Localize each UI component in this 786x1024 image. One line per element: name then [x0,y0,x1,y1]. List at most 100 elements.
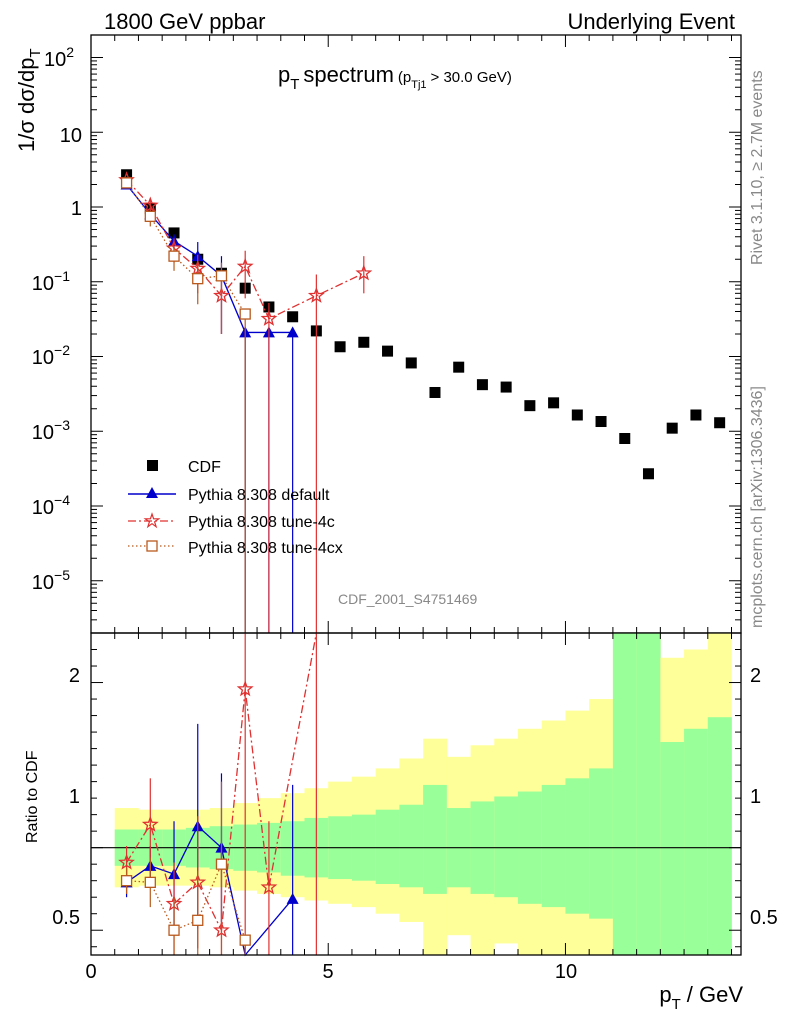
cdf-data-point [714,417,726,429]
rivet-version-label: Rivet 3.1.10, ≥ 2.7M events [749,70,766,265]
cdf-data-point [571,409,583,421]
cdf-data-point [168,227,180,239]
cdf-data-point [666,422,678,434]
ratio-band-inner-bin [684,728,709,955]
cdf-data-point [476,379,488,391]
ratio-band-inner-bin [494,796,519,898]
header-right: Underlying Event [567,9,735,34]
x-tick-label-10: 10 [555,961,577,983]
ratio-y-tick-label-right-2: 2 [750,665,761,687]
legend-entry-cdf: CDF [147,459,221,476]
data-point-tune4c [236,257,254,274]
legend-entry-tune4c: Pythia 8.308 tune-4c [128,512,335,531]
y-tick-label-1e1: 10 [60,125,82,147]
ratio-frame [90,632,742,956]
data-point-tune4cx [120,177,133,189]
cdf-data-point [334,341,346,353]
analysis-id-label: CDF_2001_S4751469 [338,591,478,607]
data-point-tune4c [355,264,373,281]
ratio-line-tune4cx [126,862,246,941]
plot-title: pT spectrum (pTj1 > 30.0 GeV) [278,62,512,93]
cdf-data-point [548,397,560,409]
ratio-band-inner-bin [589,768,614,919]
ratio-panel: 2 1 0.5 2 1 0.5 Ratio to CDF 0 5 10 pT / … [24,632,778,1013]
ratio-point-tune4c [118,853,135,870]
data-point-tune4c [141,196,159,213]
legend-entry-tune4cx: Pythia 8.308 tune-4cx [128,540,343,557]
main-y-tick-labels: 102 10 1 10−1 10−2 10−3 10−4 10−5 [32,44,82,594]
data-point-tune4cx [144,210,156,222]
data-point-tune4cx [215,270,228,282]
main-panel: 102 10 1 10−1 10−2 10−3 10−4 10−5 1/σ dσ… [14,34,742,634]
mcplots-label: mcplots.cern.ch [arXiv:1306.3436] [749,386,766,628]
ratio-point-tune4cx [239,934,251,946]
main-data-layer [118,169,726,633]
ratio-y-tick-label-right-0.5: 0.5 [750,907,778,929]
ratio-band-inner-bin [565,778,590,914]
ratio-band-inner-bin [375,809,400,884]
ratio-y-tick-label-1: 1 [69,786,80,808]
cdf-data-point [500,381,512,393]
cdf-data-point [429,386,441,398]
ratio-band-inner-bin [612,633,637,955]
ratio-band-inner-bin [636,633,661,955]
main-y-axis-label: 1/σ dσ/dpT [14,48,44,152]
ratio-band-inner-bin [707,717,732,955]
y-tick-label-1e0: 1 [71,198,82,220]
cdf-data-point [287,311,299,323]
data-point-tune4c [260,309,278,326]
header-left: 1800 GeV ppbar [104,9,265,34]
ratio-point-tune4cx [215,858,228,870]
legend-entry-default: Pythia 8.308 default [128,487,330,504]
ratio-y-axis-label: Ratio to CDF [24,750,41,843]
legend-marker-tune4cx [146,540,158,552]
x-axis-label: pT / GeV [659,982,743,1013]
ratio-point-tune4cx [120,875,133,887]
legend-marker-tune4c [143,512,161,529]
ratio-band-inner-bin [541,784,566,908]
y-tick-label-1e-5: 10−5 [32,567,70,594]
cdf-data-point [524,400,536,412]
ratio-y-tick-label-2: 2 [69,665,80,687]
ratio-data-layer [91,632,741,957]
cdf-data-point [405,357,417,369]
ratio-y-tick-label-0.5: 0.5 [52,907,80,929]
x-tick-label-5: 5 [322,961,333,983]
legend: CDF Pythia 8.308 default Pythia 8.308 tu… [128,459,343,557]
cdf-data-point [595,416,607,428]
data-point-tune4c [307,286,325,303]
data-point-tune4cx [239,308,251,320]
y-tick-label-1e-2: 10−2 [32,342,70,369]
x-tick-label-0: 0 [85,961,96,983]
ratio-point-tune4cx [168,924,180,936]
ratio-point-tune4c [260,878,278,895]
ratio-axis-ticks [90,632,741,955]
ratio-point-tune4c [141,815,159,832]
ratio-point-tune4cx [192,914,204,926]
ratio-point-tune4cx [144,876,156,888]
legend-label-cdf: CDF [188,459,221,476]
ratio-point-default [286,892,299,904]
cdf-data-point [642,468,654,480]
ratio-point-tune4c [236,680,254,697]
data-point-tune4cx [168,250,180,262]
cdf-data-point [382,345,394,357]
cdf-data-point [619,432,631,444]
legend-label-tune4cx: Pythia 8.308 tune-4cx [188,540,343,557]
legend-label-default: Pythia 8.308 default [188,487,330,504]
data-point-default [286,326,299,338]
legend-label-tune4c: Pythia 8.308 tune-4c [188,514,335,531]
ratio-y-tick-label-right-1: 1 [750,786,761,808]
ratio-band-inner-bin [399,804,424,888]
y-tick-label-1e-4: 10−4 [32,492,70,519]
ratio-band-inner-bin [423,784,448,894]
y-tick-label-1e-1: 10−1 [32,268,70,295]
cdf-data-point [453,361,465,373]
ratio-band-inner-bin [660,741,685,955]
legend-marker-default [146,487,158,498]
y-tick-label-1e-3: 10−3 [32,417,70,444]
data-point-tune4cx [192,273,204,285]
legend-marker-cdf [147,460,158,471]
main-axis-ticks [90,34,741,634]
